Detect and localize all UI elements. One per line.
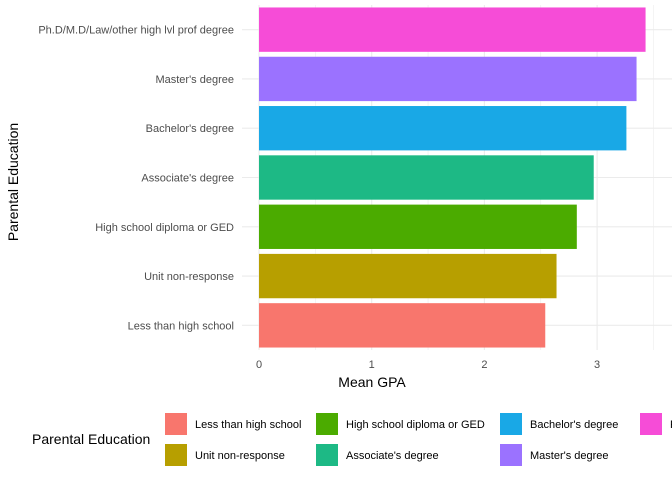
x-tick-labels: 0 1 2 3 bbox=[256, 359, 600, 371]
y-tick-label: High school diploma or GED bbox=[95, 222, 234, 234]
bar bbox=[259, 303, 546, 348]
y-tick-labels: Less than high school Unit non-response Hi… bbox=[38, 25, 234, 333]
legend-label: Bachelor's degree bbox=[530, 419, 618, 431]
legend-label: Associate's degree bbox=[346, 450, 439, 462]
legend-label: Master's degree bbox=[530, 450, 609, 462]
x-tick-label: 2 bbox=[481, 359, 487, 371]
legend-label: Ph.D/M.D/Law/other high lvl prof degree bbox=[670, 419, 672, 431]
legend-swatch bbox=[165, 444, 187, 466]
y-tick-label: Master's degree bbox=[155, 74, 234, 86]
x-tick-label: 0 bbox=[256, 359, 262, 371]
legend-item: Less than high school bbox=[165, 413, 301, 435]
legend-item: Unit non-response bbox=[165, 444, 285, 466]
legend: Parental Education Less than high school… bbox=[32, 413, 672, 466]
bar bbox=[259, 155, 594, 200]
legend-item: Ph.D/M.D/Law/other high lvl prof degree bbox=[640, 413, 672, 435]
y-tick-label: Associate's degree bbox=[141, 173, 234, 185]
legend-swatch bbox=[640, 413, 662, 435]
y-tick-label: Less than high school bbox=[128, 320, 234, 332]
y-axis-title: Parental Education bbox=[5, 123, 21, 241]
legend-swatch bbox=[316, 413, 338, 435]
legend-label: Unit non-response bbox=[195, 450, 285, 462]
y-tick-label: Unit non-response bbox=[144, 271, 234, 283]
legend-swatch bbox=[165, 413, 187, 435]
legend-swatch bbox=[500, 444, 522, 466]
legend-item: Master's degree bbox=[500, 444, 609, 466]
legend-label: Less than high school bbox=[195, 419, 301, 431]
bar bbox=[259, 204, 577, 249]
bar bbox=[259, 253, 557, 299]
legend-item: Bachelor's degree bbox=[500, 413, 618, 435]
bar bbox=[259, 106, 627, 151]
legend-item: High school diploma or GED bbox=[316, 413, 485, 435]
y-tick-label: Bachelor's degree bbox=[146, 123, 234, 135]
bar bbox=[259, 7, 646, 52]
legend-title: Parental Education bbox=[32, 431, 150, 447]
legend-swatch bbox=[316, 444, 338, 466]
bar bbox=[259, 56, 637, 102]
x-axis-title: Mean GPA bbox=[338, 374, 406, 390]
bars bbox=[259, 7, 646, 348]
legend-item: Associate's degree bbox=[316, 444, 439, 466]
y-tick-label: Ph.D/M.D/Law/other high lvl prof degree bbox=[38, 25, 234, 37]
x-tick-label: 1 bbox=[369, 359, 375, 371]
legend-swatch bbox=[500, 413, 522, 435]
legend-label: High school diploma or GED bbox=[346, 419, 485, 431]
x-tick-label: 3 bbox=[594, 359, 600, 371]
